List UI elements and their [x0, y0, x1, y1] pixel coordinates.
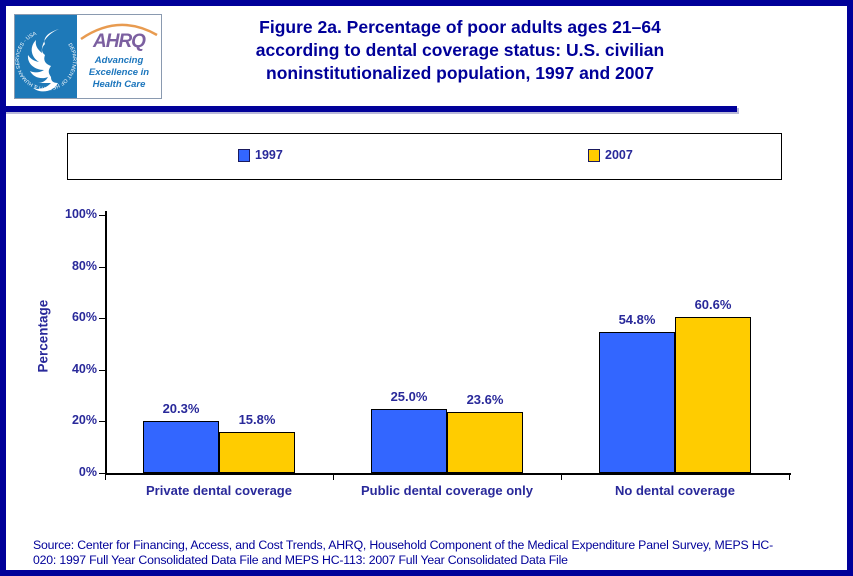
legend-swatch-2007 [588, 148, 600, 162]
category-label-private-dental-coverage: Private dental coverage [146, 483, 292, 498]
bar-value-2007-public-dental-coverage-only: 23.6% [466, 392, 504, 408]
figure-title-line3: noninstitutionalized population, 1997 an… [266, 63, 654, 84]
ahrq-logo-panel: AHRQ Advancing Excellence in Health Care [77, 15, 161, 98]
hhs-logo-panel: DEPARTMENT OF HEALTH & HUMAN SERVICES - … [15, 15, 77, 98]
hhs-eagle-icon: DEPARTMENT OF HEALTH & HUMAN SERVICES - … [15, 29, 77, 92]
x-axis-line [105, 473, 791, 475]
x-tick-mark [789, 475, 790, 480]
bar-2007-public-dental-coverage-only [447, 412, 523, 473]
bar-2007-private-dental-coverage [219, 432, 295, 473]
y-tick-mark [99, 215, 106, 216]
figure-title-line2: according to dental coverage status: U.S… [255, 40, 665, 61]
ahrq-tagline-line3: Health Care [92, 78, 146, 90]
ahrq-hhs-logo: DEPARTMENT OF HEALTH & HUMAN SERVICES - … [14, 14, 162, 99]
bar-value-1997-private-dental-coverage: 20.3% [162, 400, 200, 416]
y-tick-label-0%: 0% [78, 465, 97, 479]
y-tick-label-60%: 60% [71, 310, 97, 325]
category-label-no-dental-coverage: No dental coverage [615, 483, 735, 498]
ahrq-tagline-line2: Excellence in [88, 66, 150, 78]
x-tick-mark [105, 475, 106, 480]
legend-item-2007: 2007 [588, 148, 633, 162]
y-tick-mark [99, 267, 106, 268]
category-label-public-dental-coverage-only: Public dental coverage only [361, 483, 533, 498]
bar-1997-private-dental-coverage [143, 420, 219, 473]
x-tick-mark [333, 475, 334, 480]
figure-title: Figure 2a. Percentage of poor adults age… [160, 16, 760, 85]
y-tick-mark [99, 370, 106, 371]
legend-label-1997: 1997 [255, 148, 283, 162]
y-tick-label-20%: 20% [71, 413, 97, 428]
y-tick-mark [99, 318, 106, 319]
bar-value-2007-private-dental-coverage: 15.8% [238, 412, 276, 428]
legend: 1997 2007 [67, 133, 782, 180]
y-tick-label-100%: 100% [65, 207, 97, 221]
y-tick-mark [99, 473, 106, 474]
source-line2: 020: 1997 Full Year Consolidated Data Fi… [33, 552, 568, 567]
bar-value-1997-no-dental-coverage: 54.8% [618, 311, 656, 327]
bar-value-2007-no-dental-coverage: 60.6% [694, 296, 732, 312]
source-note: Source: Center for Financing, Access, an… [33, 538, 833, 567]
bar-1997-public-dental-coverage-only [371, 408, 447, 473]
y-tick-label-40%: 40% [71, 361, 97, 376]
legend-label-2007: 2007 [605, 148, 633, 162]
bar-2007-no-dental-coverage [675, 316, 751, 473]
legend-item-1997: 1997 [238, 148, 283, 162]
y-tick-mark [99, 421, 106, 422]
ahrq-acronym: AHRQ [93, 31, 146, 52]
bar-value-1997-public-dental-coverage-only: 25.0% [390, 388, 428, 404]
x-tick-mark [561, 475, 562, 480]
header-divider-rule [0, 106, 737, 112]
y-tick-label-80%: 80% [71, 258, 97, 273]
ahrq-tagline: Advancing Excellence in Health Care [77, 55, 161, 91]
ahrq-tagline-line1: Advancing [94, 55, 144, 66]
bar-1997-no-dental-coverage [599, 331, 675, 473]
ahrq-arc-icon [80, 23, 158, 41]
figure-title-line1: Figure 2a. Percentage of poor adults age… [259, 17, 661, 37]
y-axis-line [105, 211, 107, 474]
source-line1: Source: Center for Financing, Access, an… [33, 538, 773, 552]
legend-swatch-1997 [238, 148, 250, 162]
